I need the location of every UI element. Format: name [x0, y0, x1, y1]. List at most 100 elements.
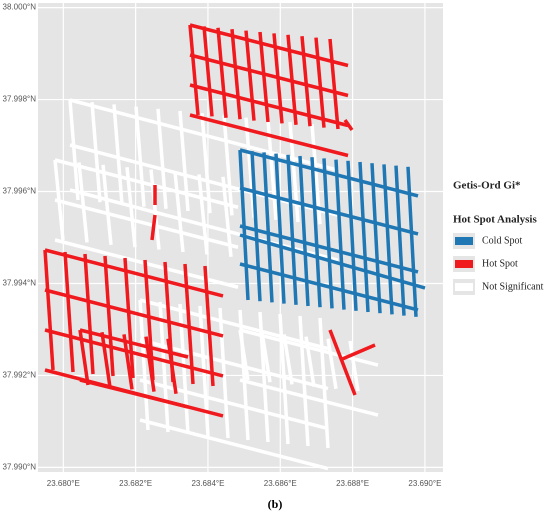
street [79, 378, 189, 409]
y-tick-label: 37.990°N [3, 463, 37, 472]
street [43, 249, 55, 371]
street [318, 317, 330, 449]
street [200, 113, 212, 214]
map-panel [38, 3, 443, 472]
street [203, 265, 215, 387]
y-tick-label: 37.994°N [3, 279, 37, 288]
street [77, 162, 89, 243]
street [314, 37, 326, 128]
legend-swatch [455, 283, 473, 291]
street [134, 106, 146, 207]
street [202, 26, 214, 117]
legend-swatch [455, 260, 473, 268]
street [173, 171, 185, 253]
street [222, 115, 234, 216]
street [262, 152, 274, 303]
street [189, 83, 349, 128]
street [122, 334, 134, 390]
x-tick-label: 23.688°E [336, 479, 369, 488]
street [101, 164, 113, 245]
street [83, 253, 95, 375]
street [139, 378, 329, 431]
street [370, 163, 382, 314]
street [406, 166, 418, 317]
street [188, 24, 200, 116]
street [44, 248, 224, 298]
street [54, 198, 239, 249]
x-tick-label: 23.684°E [191, 479, 224, 488]
street [63, 251, 75, 373]
legend-label: Hot Spot [482, 258, 518, 269]
street [304, 336, 316, 387]
street [346, 160, 358, 311]
street [326, 338, 338, 390]
street [183, 263, 195, 385]
street [244, 30, 256, 121]
street [239, 224, 419, 274]
street [149, 169, 161, 250]
street [112, 104, 124, 205]
y-tick-label: 37.996°N [3, 187, 37, 196]
street [230, 29, 242, 120]
street [382, 164, 394, 315]
street [328, 329, 357, 396]
street [189, 113, 349, 158]
legend-label: Cold Spot [482, 235, 523, 246]
x-tick-label: 23.680°E [47, 479, 80, 488]
x-tick-label: 23.690°E [408, 479, 441, 488]
street [100, 331, 112, 388]
street [54, 158, 239, 209]
street [258, 31, 270, 123]
x-tick-label: 23.682°E [119, 479, 152, 488]
street [274, 153, 286, 304]
street [239, 148, 419, 198]
street [250, 151, 262, 302]
street [348, 340, 360, 392]
street [139, 298, 329, 351]
y-tick-label: 37.998°N [3, 95, 37, 104]
street [244, 117, 256, 218]
street [158, 301, 170, 433]
street [239, 233, 426, 290]
street [239, 378, 379, 417]
street [156, 108, 168, 209]
street [78, 329, 90, 386]
street [218, 307, 230, 439]
street [189, 23, 349, 68]
street [339, 343, 376, 362]
street [166, 338, 178, 395]
street [238, 149, 250, 301]
street [260, 331, 272, 383]
street [44, 328, 224, 378]
street [310, 157, 322, 308]
street [123, 257, 135, 379]
street [343, 118, 354, 132]
caption: (b) [268, 497, 283, 511]
street [143, 259, 155, 381]
x-tick-label: 23.686°E [264, 479, 297, 488]
street [328, 38, 340, 130]
street [138, 299, 150, 431]
street [322, 158, 334, 309]
street [239, 186, 419, 236]
street [139, 418, 329, 471]
street [189, 53, 349, 98]
street [216, 27, 228, 118]
legend-title: Getis-Ord Gi* [453, 180, 521, 192]
street [68, 99, 80, 201]
y-tick-label: 38.000°N [3, 3, 37, 12]
street [239, 262, 419, 312]
street [239, 328, 379, 367]
street [69, 98, 339, 172]
legend-subtitle: Hot Spot Analysis [453, 214, 537, 226]
y-tick-label: 37.992°N [3, 371, 37, 380]
legend-label: Not Significant [482, 281, 544, 292]
street [44, 288, 224, 338]
street [103, 255, 115, 377]
street [197, 174, 209, 255]
street [334, 159, 346, 310]
street [300, 36, 312, 127]
street [79, 328, 189, 359]
street [150, 214, 157, 241]
